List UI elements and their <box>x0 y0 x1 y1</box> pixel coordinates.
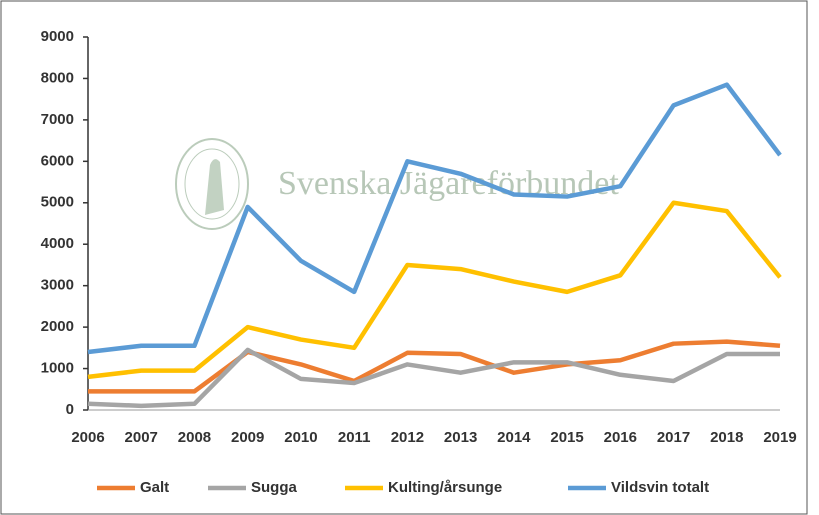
legend-label: Sugga <box>251 479 297 496</box>
y-tick-label: 7000 <box>41 111 74 128</box>
x-tick-label: 2010 <box>284 429 317 446</box>
series-line <box>88 339 781 394</box>
x-tick-label: 2018 <box>710 429 743 446</box>
y-tick-label: 5000 <box>41 194 74 211</box>
x-tick-label: 2016 <box>604 429 637 446</box>
x-tick-label: 2012 <box>391 429 424 446</box>
x-tick-label: 2008 <box>178 429 211 446</box>
watermark-emblem <box>175 138 249 230</box>
y-tick-label: 1000 <box>41 360 74 377</box>
series-line <box>87 200 782 380</box>
legend-label: Vildsvin totalt <box>611 479 709 496</box>
y-tick-label: 6000 <box>41 152 74 169</box>
y-tick-label: 0 <box>66 401 74 418</box>
x-tick-label: 2015 <box>550 429 583 446</box>
x-tick-label: 2017 <box>657 429 690 446</box>
x-tick-label: 2007 <box>125 429 158 446</box>
x-tick-label: 2011 <box>338 429 371 446</box>
legend-label: Kulting/årsunge <box>388 479 502 496</box>
x-tick-label: 2013 <box>444 429 477 446</box>
y-tick-label: 9000 <box>41 28 74 45</box>
x-tick-label: 2014 <box>497 429 531 446</box>
x-tick-label: 2006 <box>71 429 104 446</box>
series-line <box>87 347 780 409</box>
y-tick-label: 8000 <box>41 69 74 86</box>
x-tick-label: 2019 <box>763 429 796 446</box>
x-tick-label: 2009 <box>231 429 264 446</box>
y-tick-label: 4000 <box>41 235 74 252</box>
y-tick-label: 2000 <box>41 318 74 335</box>
legend-label: Galt <box>140 479 169 496</box>
y-tick-label: 3000 <box>41 277 74 294</box>
series-line <box>87 82 782 355</box>
